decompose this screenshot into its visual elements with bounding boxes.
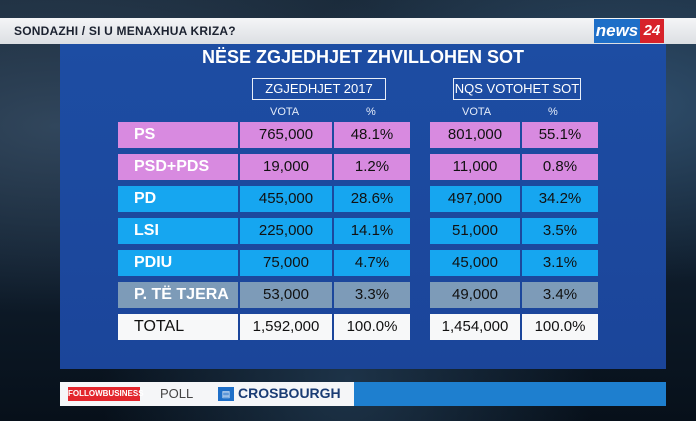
col-votes-2017: VOTA xyxy=(270,106,300,118)
cell-v2017: 75,000 xyxy=(240,250,332,276)
cell-v2017: 53,000 xyxy=(240,282,332,308)
crosbourgh-logo: CROSBOURGH xyxy=(238,385,341,401)
cell-pnow: 34.2% xyxy=(522,186,598,212)
cell-v2017: 765,000 xyxy=(240,122,332,148)
cell-v2017: 225,000 xyxy=(240,218,332,244)
crosbourgh-icon: ▤ xyxy=(218,387,234,401)
panel-title: NËSE ZGJEDHJET ZHVILLOHEN SOT xyxy=(201,47,525,67)
col-votes-today: VOTA xyxy=(462,106,492,118)
cell-p2017: 28.6% xyxy=(334,186,410,212)
logo-news-text: news xyxy=(594,19,640,43)
cell-party: LSI xyxy=(118,218,238,244)
cell-v2017: 1,592,000 xyxy=(240,314,332,340)
news24-logo: news 24 xyxy=(594,19,664,43)
cell-party: PSD+PDS xyxy=(118,154,238,180)
cell-pnow: 3.5% xyxy=(522,218,598,244)
sponsor-strip: FOLLOWBUSINESS POLL ▤ CROSBOURGH xyxy=(60,382,354,406)
cell-party: TOTAL xyxy=(118,314,238,340)
col-pct-2017: % xyxy=(366,106,376,118)
col-pct-today: % xyxy=(548,106,558,118)
cell-vnow: 11,000 xyxy=(430,154,520,180)
cell-v2017: 19,000 xyxy=(240,154,332,180)
cell-vnow: 1,454,000 xyxy=(430,314,520,340)
cell-pnow: 0.8% xyxy=(522,154,598,180)
cell-vnow: 51,000 xyxy=(430,218,520,244)
cell-p2017: 4.7% xyxy=(334,250,410,276)
cell-v2017: 455,000 xyxy=(240,186,332,212)
cell-party: P. TË TJERA xyxy=(118,282,238,308)
header-today: NQS VOTOHET SOT xyxy=(453,78,581,100)
followbusiness-logo: FOLLOWBUSINESS xyxy=(68,387,144,401)
cell-p2017: 48.1% xyxy=(334,122,410,148)
cell-pnow: 3.1% xyxy=(522,250,598,276)
cell-party: PS xyxy=(118,122,238,148)
cell-p2017: 1.2% xyxy=(334,154,410,180)
poll-label: POLL xyxy=(160,386,194,401)
ticker-headline: SONDAZHI / SI U MENAXHUA KRIZA? xyxy=(14,24,236,38)
cell-vnow: 45,000 xyxy=(430,250,520,276)
cell-party: PD xyxy=(118,186,238,212)
cell-p2017: 100.0% xyxy=(334,314,410,340)
cell-p2017: 3.3% xyxy=(334,282,410,308)
cell-pnow: 3.4% xyxy=(522,282,598,308)
cell-vnow: 801,000 xyxy=(430,122,520,148)
cell-pnow: 55.1% xyxy=(522,122,598,148)
header-2017: ZGJEDHJET 2017 xyxy=(252,78,386,100)
cell-vnow: 497,000 xyxy=(430,186,520,212)
cell-vnow: 49,000 xyxy=(430,282,520,308)
poll-panel: NËSE ZGJEDHJET ZHVILLOHEN SOT ZGJEDHJET … xyxy=(60,44,666,369)
cell-party: PDIU xyxy=(118,250,238,276)
cell-pnow: 100.0% xyxy=(522,314,598,340)
top-bar xyxy=(0,18,696,44)
logo-24-badge: 24 xyxy=(640,19,664,43)
cell-p2017: 14.1% xyxy=(334,218,410,244)
